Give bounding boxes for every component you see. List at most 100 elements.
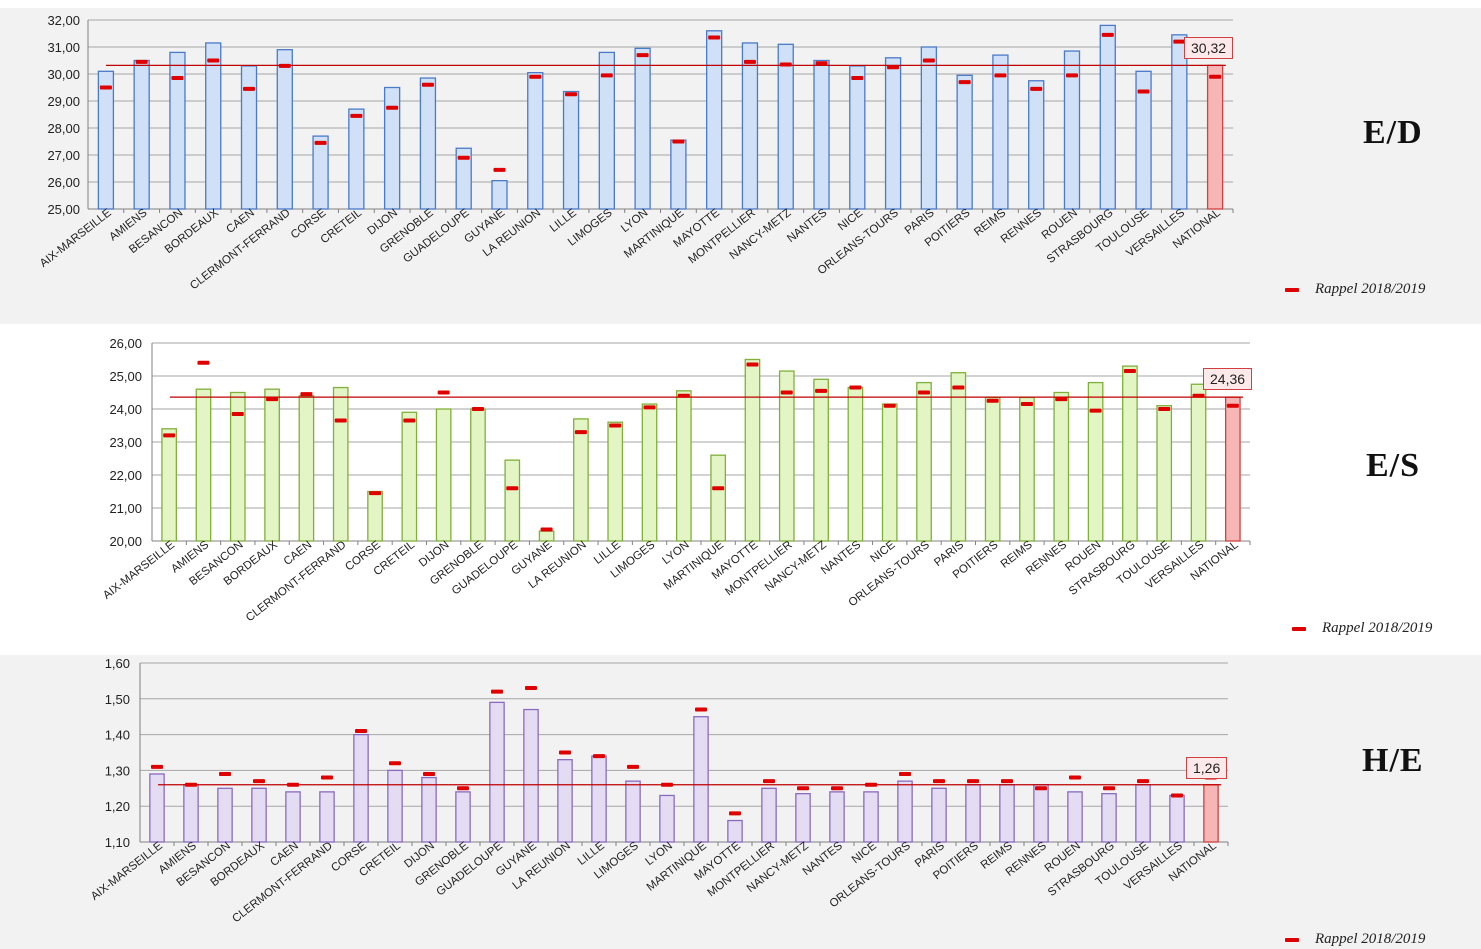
- x-category-label: CRETEIL: [319, 207, 365, 247]
- bar-grenoble: [455, 791, 471, 843]
- bar-clermont-ferrand: [332, 386, 349, 542]
- rappel-marker: [849, 385, 862, 390]
- rappel-marker: [565, 92, 578, 97]
- bar-national: [1203, 784, 1219, 843]
- chart-group-ed: 25,00 26,00 27,00 28,00 29,00 30,00 31,00 32,00…: [38, 13, 1234, 292]
- rappel-marker: [1158, 407, 1171, 411]
- rappel-marker: [99, 85, 112, 90]
- rappel-marker: [627, 764, 639, 769]
- bar-nancy-metz: [795, 793, 811, 843]
- bar-nantes: [847, 386, 864, 542]
- rappel-marker: [1001, 779, 1013, 784]
- rappel-marker: [135, 59, 148, 64]
- bar-poitiers: [984, 396, 1001, 542]
- bar-orleans-tours: [897, 780, 913, 843]
- rappel-marker: [185, 782, 197, 787]
- y-tick-label: 21,00: [109, 501, 142, 516]
- bar-limoges: [598, 51, 615, 210]
- bar-nantes: [829, 791, 845, 843]
- bar-limoges: [625, 780, 641, 843]
- bar-reims: [992, 54, 1009, 210]
- chart-title-es: E/S: [1366, 447, 1421, 484]
- rappel-marker: [207, 58, 220, 63]
- bar-guadeloupe: [455, 147, 472, 210]
- bar-lyon: [659, 794, 675, 843]
- rappel-marker: [1226, 403, 1239, 408]
- bar-clermont-ferrand: [276, 49, 293, 210]
- y-tick-label: 28,00: [47, 121, 80, 136]
- rappel-marker: [321, 775, 333, 780]
- rappel-marker: [883, 403, 896, 408]
- bar-guadeloupe: [489, 701, 505, 843]
- bar-guyane: [491, 179, 508, 210]
- legend-ed: Rappel 2018/2019: [1285, 281, 1425, 298]
- bar-montpellier: [778, 370, 795, 542]
- national-value-callout-he: 1,26: [1186, 757, 1228, 779]
- rappel-marker: [815, 61, 828, 66]
- bar-corse: [367, 490, 383, 542]
- rappel-marker: [1030, 86, 1043, 91]
- bar-nantes: [813, 59, 830, 210]
- rappel-marker: [1209, 74, 1222, 79]
- bar-grenoble: [419, 77, 437, 210]
- rappel-marker: [529, 74, 542, 79]
- rappel-marker: [1123, 369, 1136, 374]
- y-tick-label: 20,00: [109, 534, 142, 549]
- bar-caen: [298, 395, 315, 542]
- rappel-marker: [1137, 89, 1150, 94]
- bar-amiens: [183, 784, 199, 843]
- y-tick-label: 25,00: [47, 202, 80, 217]
- bar-versailles: [1169, 794, 1185, 843]
- rappel-marker: [163, 433, 176, 438]
- rappel-marker: [636, 53, 649, 58]
- y-tick-label: 31,00: [47, 40, 80, 55]
- rappel-marker: [1089, 408, 1102, 413]
- rappel-marker: [243, 86, 256, 91]
- bar-rennes: [1053, 391, 1070, 542]
- legend-marker-icon: [1285, 287, 1299, 292]
- bar-nice: [881, 403, 898, 542]
- x-category-label: VERSAILLES: [1122, 840, 1185, 893]
- bar-reims: [999, 784, 1015, 843]
- bar-montpellier: [761, 787, 777, 843]
- bar-limoges: [641, 403, 658, 542]
- rappel-marker: [151, 764, 163, 769]
- rappel-marker: [831, 786, 843, 791]
- bar-bordeaux: [251, 787, 267, 843]
- x-category-label: NICE: [836, 207, 865, 234]
- bar-rouen: [1063, 50, 1081, 210]
- bar-montpellier: [741, 42, 759, 210]
- rappel-marker: [729, 811, 741, 816]
- bar-nancy-metz: [813, 378, 829, 542]
- y-tick-label: 1,60: [105, 656, 130, 671]
- chart-title-he: H/E: [1362, 742, 1424, 779]
- rappel-marker: [712, 486, 725, 491]
- bar-rouen: [1087, 381, 1104, 542]
- rappel-marker: [1171, 793, 1183, 798]
- bar-guyane: [523, 708, 539, 843]
- rappel-marker: [695, 707, 707, 712]
- bar-bordeaux: [264, 388, 280, 542]
- rappel-marker: [1065, 73, 1078, 78]
- bar-strasbourg: [1099, 24, 1116, 210]
- rappel-marker: [314, 140, 327, 145]
- national-value-callout-ed: 30,32: [1184, 37, 1234, 59]
- x-category-label: VERSAILLES: [1144, 539, 1207, 592]
- bar-versailles: [1190, 383, 1207, 542]
- rappel-marker: [423, 771, 435, 776]
- bar-la-reunion: [527, 72, 544, 210]
- x-category-label: MARTINIQUE: [645, 840, 709, 894]
- y-tick-label: 25,00: [109, 369, 142, 384]
- rappel-marker: [369, 491, 382, 496]
- bar-creteil: [348, 108, 365, 210]
- rappel-marker: [815, 388, 828, 393]
- rappel-marker: [593, 754, 605, 759]
- rappel-marker: [779, 62, 792, 67]
- chart-group-he: 1,101,201,301,401,501,60AIX-MARSEILLEAMI…: [89, 656, 1229, 925]
- bar-dijon: [421, 776, 437, 843]
- national-value-callout-es: 24,36: [1203, 368, 1253, 390]
- rappel-marker: [403, 418, 416, 423]
- legend-he: Rappel 2018/2019: [1285, 931, 1425, 948]
- legend-label: Rappel 2018/2019: [1315, 931, 1426, 947]
